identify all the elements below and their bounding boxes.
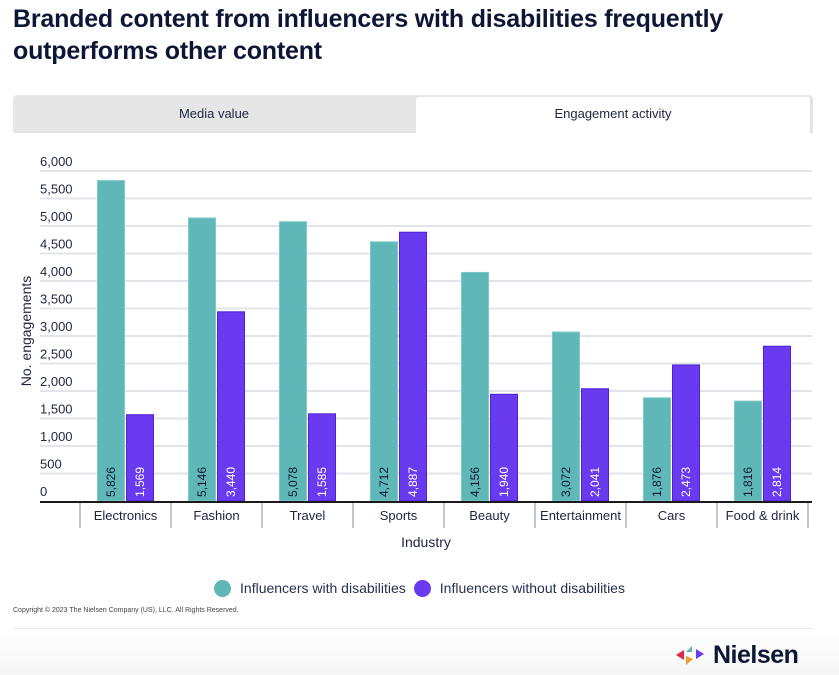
bar-without-disabilities[interactable]	[126, 414, 154, 502]
bar-without-disabilities[interactable]	[672, 364, 700, 502]
nielsen-logo[interactable]: Nielsen	[676, 640, 799, 670]
x-axis-title: Industry	[401, 534, 451, 550]
bar-data-label: 2,473	[679, 467, 693, 497]
bar-data-label: 3,440	[224, 467, 238, 497]
copyright-notice: Copyright © 2023 The Nielsen Company (US…	[13, 607, 239, 614]
bar-with-disabilities[interactable]	[188, 217, 216, 502]
bar-with-disabilities[interactable]	[461, 271, 489, 502]
legend-label: Influencers with disabilities	[240, 580, 406, 596]
y-tick-label: 3,000	[40, 319, 73, 334]
bar-data-label: 1,569	[133, 467, 147, 497]
legend-dot-teal-icon	[214, 579, 232, 597]
bar-with-disabilities[interactable]	[97, 180, 125, 502]
x-tick-label: Beauty	[469, 508, 510, 523]
divider	[13, 628, 813, 629]
bar-without-disabilities[interactable]	[763, 345, 791, 502]
y-tick-label: 1,500	[40, 402, 73, 417]
nielsen-wordmark: Nielsen	[713, 640, 799, 669]
bar-without-disabilities[interactable]	[399, 231, 427, 502]
tab-engagement-activity[interactable]: Engagement activity	[416, 97, 812, 133]
bar-data-label: 1,585	[315, 467, 329, 497]
y-tick-label: 6,000	[40, 154, 73, 169]
bar-data-label: 2,814	[770, 467, 784, 497]
x-tick-label: Sports	[380, 508, 418, 523]
bar-data-label: 5,826	[104, 467, 118, 497]
bars: 5,826 1,569 5,146 3,440 5,078 1,585 4,712 4,887…	[97, 180, 791, 502]
bar-data-label: 4,712	[377, 467, 391, 497]
y-tick-label: 500	[40, 457, 62, 472]
x-tick-label: Cars	[658, 508, 686, 523]
x-tick-label: Electronics	[94, 508, 158, 523]
tab-bar: Media value Engagement activity	[13, 95, 813, 133]
bar-with-disabilities[interactable]	[279, 221, 307, 502]
x-tick-label: Travel	[290, 508, 326, 523]
y-tick-label: 2,500	[40, 347, 73, 362]
y-tick-label: 5,500	[40, 182, 73, 197]
y-axis-ticks: 0 500 1,000 1,500 2,000 2,500 3,000 3,500 4,000 4…	[40, 154, 73, 499]
legend: Influencers with disabilities Influencer…	[0, 574, 839, 602]
y-tick-label: 0	[40, 484, 47, 499]
legend-item-with-disabilities[interactable]: Influencers with disabilities	[214, 579, 406, 597]
bar-data-label: 5,146	[195, 467, 209, 497]
legend-label: Influencers without disabilities	[439, 580, 625, 596]
bar-data-label: 1,816	[741, 467, 755, 497]
x-tick-label: Food & drink	[726, 508, 800, 523]
bar-data-label: 1,940	[497, 467, 511, 497]
bar-data-label: 5,078	[286, 467, 300, 497]
bar-with-disabilities[interactable]	[370, 241, 398, 502]
bar-chart: 0 500 1,000 1,500 2,000 2,500 3,000 3,500 4,000 4…	[18, 154, 812, 550]
chart-title: Branded content from influencers with di…	[13, 5, 724, 65]
x-axis: Electronics Fashion Travel Sports Beauty Ente…	[40, 501, 812, 528]
bar-data-label: 3,072	[559, 467, 573, 497]
bar-with-disabilities[interactable]	[734, 400, 762, 502]
bar-data-label: 2,041	[588, 467, 602, 497]
y-tick-label: 4,000	[40, 264, 73, 279]
bar-without-disabilities[interactable]	[490, 393, 518, 502]
tab-media-value[interactable]: Media value	[178, 106, 250, 121]
bar-with-disabilities[interactable]	[643, 397, 671, 502]
x-tick-label: Fashion	[193, 508, 239, 523]
legend-dot-purple-icon	[413, 579, 431, 597]
y-axis-title: No. engagements	[18, 276, 34, 387]
bar-data-label: 4,887	[406, 467, 420, 497]
x-tick-label: Entertainment	[540, 508, 621, 523]
nielsen-logo-mark-icon	[676, 646, 704, 665]
y-tick-label: 4,500	[40, 237, 73, 252]
legend-item-without-disabilities[interactable]: Influencers without disabilities	[413, 579, 625, 597]
y-tick-label: 5,000	[40, 209, 73, 224]
y-tick-label: 2,000	[40, 374, 73, 389]
y-tick-label: 3,500	[40, 292, 73, 307]
bar-data-label: 4,156	[468, 467, 482, 497]
bar-without-disabilities[interactable]	[217, 311, 245, 502]
bar-data-label: 1,876	[650, 467, 664, 497]
y-tick-label: 1,000	[40, 429, 73, 444]
